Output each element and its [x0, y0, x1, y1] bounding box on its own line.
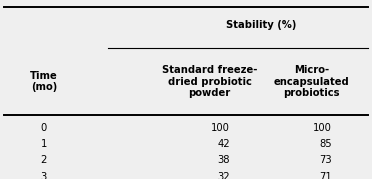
Text: 0: 0	[41, 123, 47, 133]
Text: 71: 71	[319, 171, 332, 179]
Text: 85: 85	[319, 139, 332, 149]
Text: 42: 42	[217, 139, 230, 149]
Text: 3: 3	[41, 171, 47, 179]
Text: 1: 1	[41, 139, 47, 149]
Text: 38: 38	[217, 155, 230, 165]
Text: 32: 32	[217, 171, 230, 179]
Text: 100: 100	[211, 123, 230, 133]
Text: Micro-
encapsulated
probiotics: Micro- encapsulated probiotics	[274, 65, 350, 98]
Text: Time
(mo): Time (mo)	[30, 71, 58, 92]
Text: 2: 2	[41, 155, 47, 165]
Text: Standard freeze-
dried probiotic
powder: Standard freeze- dried probiotic powder	[162, 65, 257, 98]
Text: 73: 73	[319, 155, 332, 165]
Text: Stability (%): Stability (%)	[225, 20, 296, 30]
Text: 100: 100	[313, 123, 332, 133]
